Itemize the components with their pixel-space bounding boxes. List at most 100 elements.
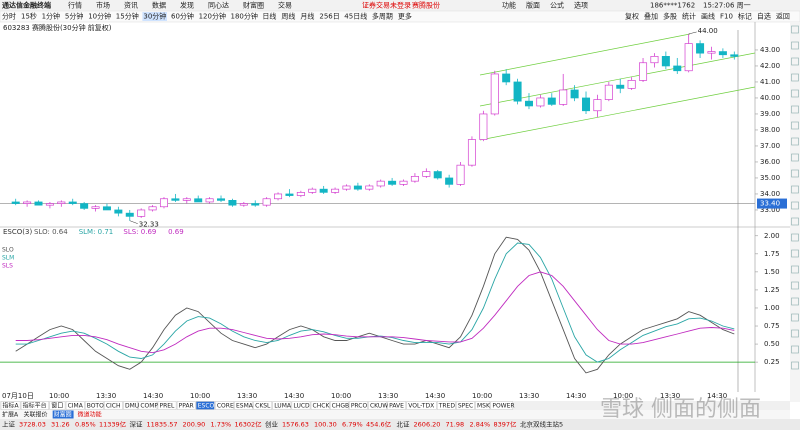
indicator-tab[interactable]: LUCD xyxy=(293,403,310,410)
side-icon[interactable] xyxy=(791,25,799,34)
period-tab[interactable]: 1分钟 xyxy=(42,12,60,21)
menu-item[interactable]: 发现 xyxy=(180,1,194,10)
menu-item[interactable]: 财富圈 xyxy=(243,1,264,10)
indicator-tab[interactable]: CHGB xyxy=(332,403,349,410)
period-tab[interactable]: 30分钟 xyxy=(143,12,166,21)
side-icon[interactable] xyxy=(791,89,799,98)
tool-button[interactable]: 返回 xyxy=(776,13,790,21)
y-tick-label: 37.00 xyxy=(760,142,780,150)
menu-item[interactable]: 交易 xyxy=(278,1,292,10)
side-icon[interactable] xyxy=(791,73,799,82)
tool-button[interactable]: 标记 xyxy=(738,12,752,21)
period-tab[interactable]: 180分钟 xyxy=(231,12,258,21)
indicator-tab[interactable]: 指标A xyxy=(3,402,20,410)
menu-item[interactable]: 选项 xyxy=(574,1,588,10)
side-icon[interactable] xyxy=(791,297,799,306)
ext-tab[interactable]: 扩展A xyxy=(2,411,19,419)
indicator-tab[interactable]: PPAR xyxy=(179,403,194,410)
menu-item[interactable]: 行情 xyxy=(68,1,82,10)
side-icon[interactable] xyxy=(791,57,799,66)
side-icon[interactable] xyxy=(791,345,799,354)
period-tab[interactable]: 15分钟 xyxy=(116,12,139,21)
period-tab[interactable]: 日线 xyxy=(262,12,276,21)
indicator-tab[interactable]: CICH xyxy=(106,403,121,410)
indicator-tab[interactable]: CHCK xyxy=(313,403,331,410)
tool-button[interactable]: F10 xyxy=(720,13,733,21)
indicator-tab[interactable]: CKUW xyxy=(370,403,388,410)
period-tab[interactable]: 5分钟 xyxy=(65,12,83,21)
x-tick-label: 10:00 xyxy=(49,392,69,400)
side-icon[interactable] xyxy=(791,249,799,258)
menu-item[interactable]: 功能 xyxy=(502,1,516,10)
side-icon[interactable] xyxy=(791,185,799,194)
period-tab[interactable]: 周线 xyxy=(281,12,295,21)
side-icon[interactable] xyxy=(791,217,799,226)
indicator-tab[interactable]: 窗口 xyxy=(51,402,63,410)
side-icon[interactable] xyxy=(791,281,799,290)
candle-body xyxy=(57,201,66,204)
period-tab[interactable]: 256日 xyxy=(319,13,339,21)
indicator-tab[interactable]: COMP xyxy=(140,403,158,410)
period-tab[interactable]: 15秒 xyxy=(21,12,37,21)
tool-button[interactable]: 画线 xyxy=(701,12,715,21)
candle-body xyxy=(604,84,613,100)
period-tab[interactable]: 10分钟 xyxy=(88,12,111,21)
side-icon[interactable] xyxy=(791,265,799,274)
indicator-tab[interactable]: SPEC xyxy=(458,403,473,410)
period-tab[interactable]: 分时 xyxy=(2,12,16,21)
candle-body xyxy=(23,201,32,204)
side-icon[interactable] xyxy=(791,41,799,50)
side-icon[interactable] xyxy=(791,169,799,178)
side-icon[interactable] xyxy=(791,233,799,242)
indicator-tab[interactable]: DMU xyxy=(125,403,139,410)
indicator-tab[interactable]: CKSL xyxy=(255,403,271,410)
menu-item[interactable]: 数据 xyxy=(152,1,166,10)
side-icon[interactable] xyxy=(791,329,799,338)
indicator-tab[interactable]: CORE xyxy=(217,403,234,410)
indicator-tab[interactable]: BOTO xyxy=(87,403,104,410)
menu-item[interactable]: 市场 xyxy=(96,1,110,10)
tool-button[interactable]: 统计 xyxy=(682,12,696,21)
ext-tab[interactable]: 微道功能 xyxy=(78,411,102,419)
period-tab[interactable]: 月线 xyxy=(300,12,314,21)
indicator-tab[interactable]: PAVE xyxy=(389,403,404,410)
indicator-tab[interactable]: PRCO xyxy=(351,403,368,410)
side-icon[interactable] xyxy=(791,137,799,146)
indicator-tab[interactable]: TRED xyxy=(438,403,456,410)
side-icon[interactable] xyxy=(791,361,799,370)
candle-body xyxy=(467,139,476,166)
login-notice[interactable]: 证券交易未登录 xyxy=(362,1,411,10)
ext-tab[interactable]: 财富圈 xyxy=(54,411,72,419)
indicator-tab[interactable]: LUMA xyxy=(274,403,292,410)
tool-button[interactable]: 叠加 xyxy=(644,12,658,21)
status-item: 31.26 xyxy=(51,421,70,429)
menu-item[interactable]: 公式 xyxy=(550,1,564,10)
candle-body xyxy=(639,62,648,81)
tool-button[interactable]: 自选 xyxy=(757,12,771,21)
menu-item[interactable]: 版面 xyxy=(526,1,540,10)
tool-button[interactable]: 多股 xyxy=(663,12,677,21)
indicator-tab[interactable]: MSK xyxy=(477,403,491,410)
indicator-tab[interactable]: PREL xyxy=(159,403,175,410)
tool-button[interactable]: 复权 xyxy=(625,12,639,21)
period-tab[interactable]: 60分钟 xyxy=(171,12,194,21)
indicator-tab[interactable]: CIMA xyxy=(68,403,84,410)
indicator-tab[interactable]: VOL-TDX xyxy=(408,403,434,410)
period-tab[interactable]: 更多 xyxy=(398,12,412,21)
indicator-tab[interactable]: ESCO xyxy=(198,403,215,410)
period-tab[interactable]: 45日线 xyxy=(344,12,367,21)
status-item: 2606.20 xyxy=(414,421,441,429)
menu-item[interactable]: 资讯 xyxy=(124,1,138,10)
side-icon[interactable] xyxy=(791,121,799,130)
indicator-tab[interactable]: POWER xyxy=(492,403,514,410)
ext-tab[interactable]: 关联报价 xyxy=(23,411,47,419)
period-tab[interactable]: 多周期 xyxy=(372,12,393,21)
period-tab[interactable]: 120分钟 xyxy=(199,12,226,21)
side-icon[interactable] xyxy=(791,201,799,210)
indicator-tab[interactable]: ESMA xyxy=(236,403,254,410)
side-icon[interactable] xyxy=(791,313,799,322)
side-icon[interactable] xyxy=(791,105,799,114)
indicator-tab[interactable]: 指标平台 xyxy=(23,402,47,410)
side-icon[interactable] xyxy=(791,153,799,162)
menu-item[interactable]: 同心达 xyxy=(208,1,229,10)
